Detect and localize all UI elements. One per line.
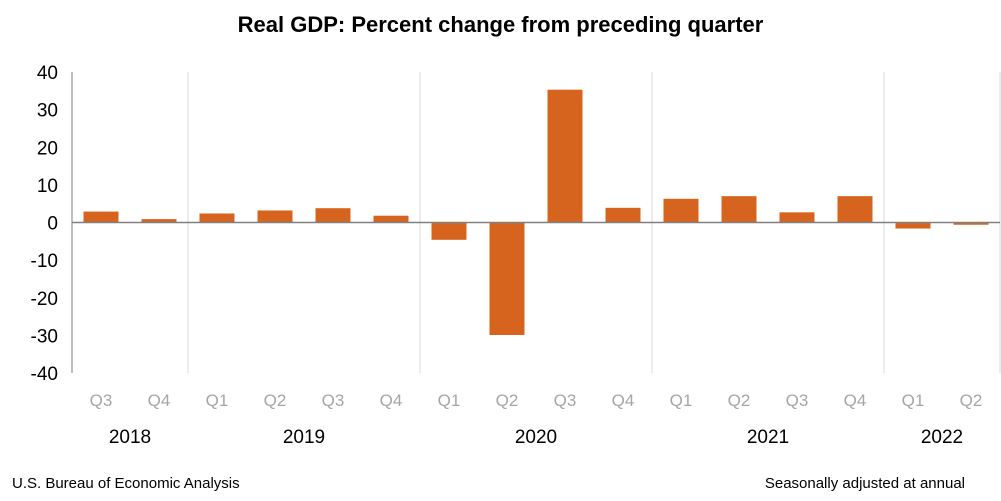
bar	[721, 196, 757, 223]
bar	[605, 207, 641, 223]
bar	[547, 89, 583, 223]
year-label: 2019	[283, 427, 325, 448]
quarter-label: Q3	[322, 391, 345, 410]
quarter-label: Q4	[612, 391, 635, 410]
bar	[83, 211, 119, 223]
source-note: U.S. Bureau of Economic Analysis	[12, 475, 240, 492]
y-tick-label: 10	[37, 176, 58, 197]
quarter-label: Q2	[960, 391, 983, 410]
bar	[895, 222, 931, 229]
adjustment-note: Seasonally adjusted at annual	[764, 475, 965, 492]
bar	[663, 198, 699, 223]
year-label: 2021	[747, 427, 789, 448]
bar	[141, 219, 177, 223]
bar	[779, 212, 815, 223]
y-tick-label: 40	[37, 63, 58, 84]
bar	[257, 210, 293, 223]
quarter-label: Q1	[438, 391, 461, 410]
y-tick-label: -40	[31, 364, 58, 385]
y-tick-label: -20	[31, 289, 58, 310]
quarter-label: Q2	[496, 391, 519, 410]
bar	[837, 196, 873, 223]
year-label: 2022	[921, 427, 963, 448]
quarter-label: Q4	[380, 391, 403, 410]
bar	[953, 222, 989, 225]
y-tick-label: 0	[47, 214, 58, 235]
quarter-label: Q3	[554, 391, 577, 410]
bar	[489, 222, 525, 335]
quarter-label: Q3	[786, 391, 809, 410]
y-tick-label: 20	[37, 138, 58, 159]
quarter-label: Q3	[90, 391, 113, 410]
quarter-label: Q1	[670, 391, 693, 410]
quarter-label: Q1	[206, 391, 229, 410]
bar	[199, 213, 235, 223]
y-tick-label: 30	[37, 101, 58, 122]
y-tick-label: -30	[31, 326, 58, 347]
year-label: 2020	[515, 427, 557, 448]
year-label: 2018	[109, 427, 151, 448]
quarter-label: Q2	[264, 391, 287, 410]
bar	[431, 222, 467, 240]
chart-title: Real GDP: Percent change from preceding …	[237, 12, 764, 37]
y-tick-label: -10	[31, 251, 58, 272]
quarter-label: Q4	[844, 391, 867, 410]
bar	[315, 208, 351, 223]
bar	[373, 215, 409, 223]
quarter-label: Q2	[728, 391, 751, 410]
quarter-label: Q1	[902, 391, 925, 410]
quarter-label: Q4	[148, 391, 171, 410]
